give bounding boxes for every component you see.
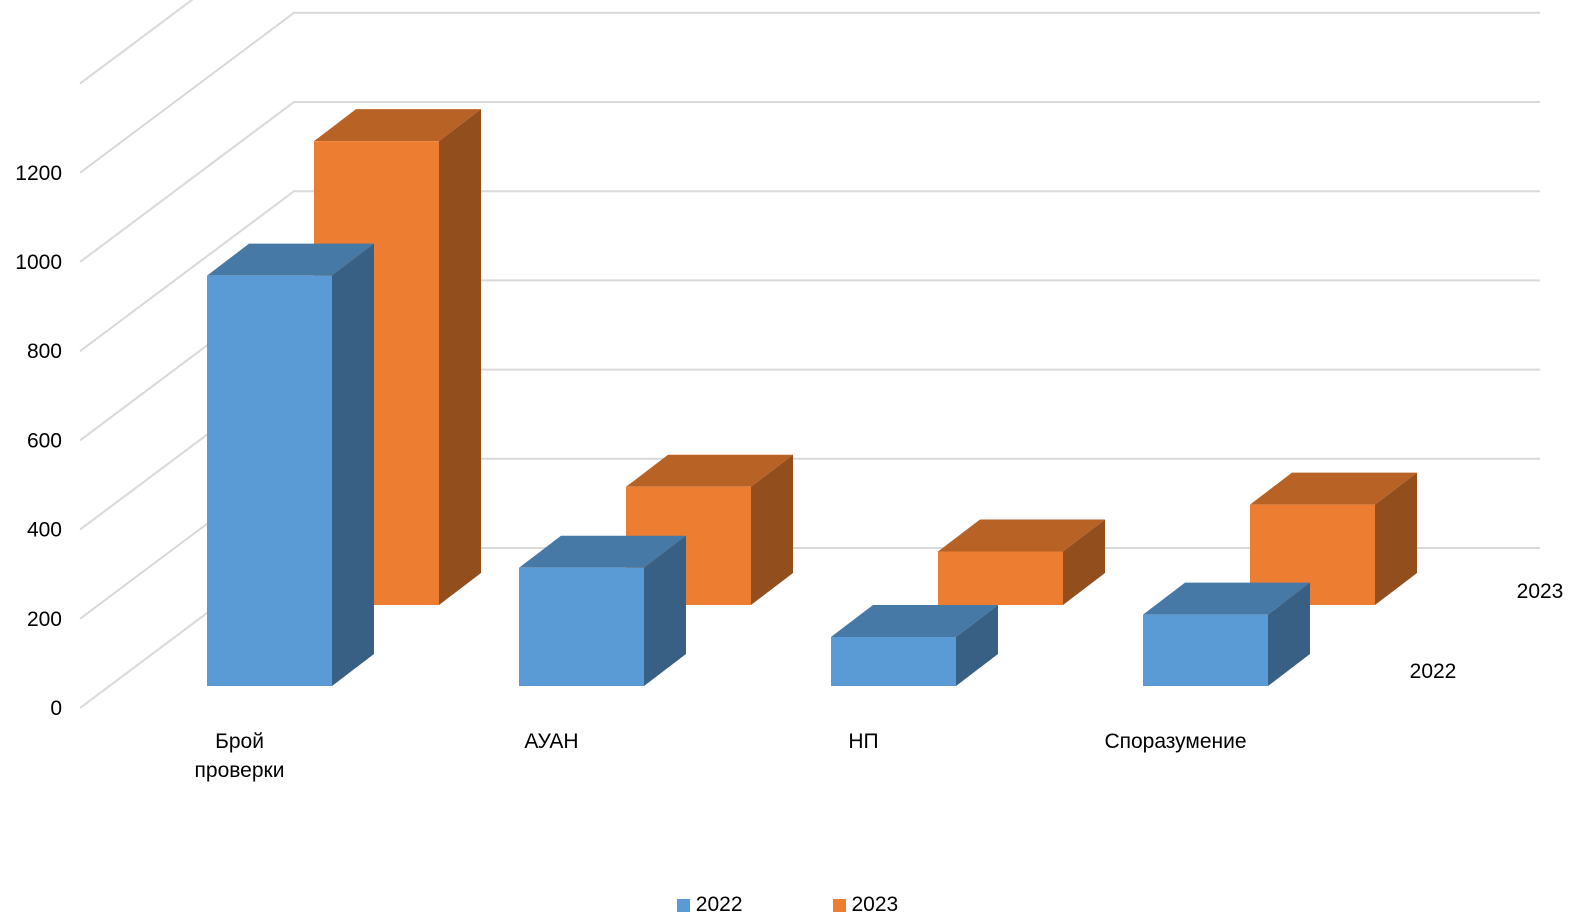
y-tick-label: 400 (27, 519, 62, 542)
bar-2022-top (1143, 582, 1310, 615)
bar-2023 (938, 551, 1063, 605)
bar-2023-top (1250, 472, 1417, 505)
bar-2022-top (831, 604, 998, 637)
legend-item-2023: 2023 (832, 890, 899, 920)
legend-swatch-2022 (676, 898, 690, 912)
bar-2023-top (938, 519, 1105, 552)
gridline (79, 190, 1540, 353)
y-tick-label: 800 (27, 340, 62, 363)
gridline (79, 11, 1540, 174)
legend-label-2022: 2022 (695, 893, 743, 916)
bar-2023-side (1063, 519, 1105, 605)
category-label: Брой (215, 730, 264, 753)
gridline (79, 101, 1540, 263)
bar-2022-top (519, 535, 686, 568)
legend-swatch-2023 (832, 898, 846, 912)
bar-2022-top (207, 243, 374, 276)
depth-label-2023: 2023 (1517, 580, 1564, 603)
y-tick-label: 200 (27, 608, 62, 631)
category-label: Споразумение (1104, 730, 1246, 753)
bar-2023-side (439, 109, 481, 605)
y-tick-label: 1000 (15, 251, 62, 274)
bar-2022 (207, 275, 332, 686)
bar-2023-side (751, 454, 793, 605)
category-label: НП (848, 730, 878, 753)
bar-2023-top (314, 109, 481, 142)
bar-2022-side (332, 243, 374, 686)
bar-2023-top (626, 454, 793, 487)
depth-label-2022: 2022 (1410, 660, 1457, 683)
bar-2022-side (644, 535, 686, 686)
bar-2022 (1143, 614, 1268, 686)
gridline (79, 0, 194, 85)
bar-2022-side (956, 604, 998, 686)
y-tick-label: 1200 (15, 162, 62, 185)
bar-2022-side (1268, 582, 1310, 686)
y-tick-label: 600 (27, 429, 62, 452)
bar-2022 (519, 567, 644, 686)
category-label: проверки (195, 759, 285, 782)
legend-item-2022: 2022 (676, 890, 743, 920)
bar-2023-side (1375, 472, 1417, 605)
legend: 2022 2023 (0, 890, 1575, 920)
legend-label-2023: 2023 (851, 893, 899, 916)
y-tick-label: 0 (50, 697, 62, 720)
bar-2022 (831, 636, 956, 686)
category-label: АУАН (524, 730, 578, 753)
